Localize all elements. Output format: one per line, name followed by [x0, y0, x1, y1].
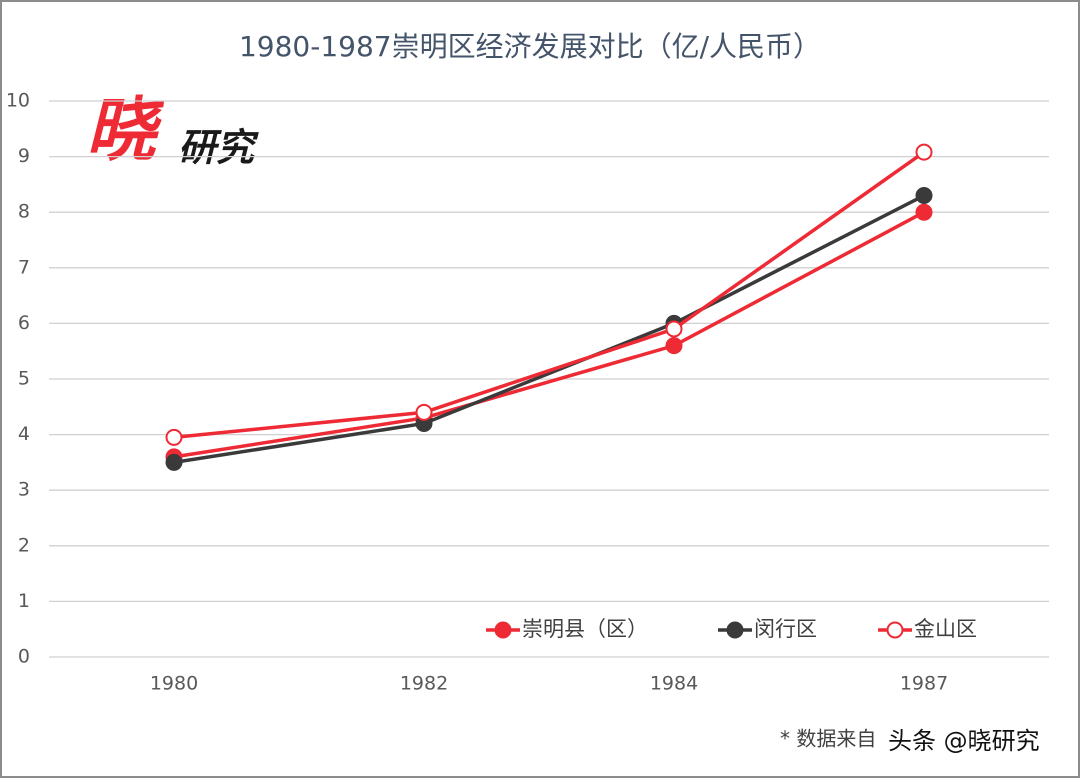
point: [665, 320, 683, 338]
source-note: * 数据来自: [780, 727, 876, 751]
legend-marker: [726, 621, 744, 639]
logo-small: 研究: [178, 126, 259, 170]
x-tick-label: 1982: [400, 673, 448, 695]
series-line: [173, 150, 926, 440]
y-tick-label: 9: [18, 145, 30, 167]
legend-marker: [886, 621, 904, 639]
y-tick-label: 5: [18, 368, 30, 390]
y-tick-label: 8: [18, 201, 30, 223]
y-tick-label: 3: [18, 479, 30, 501]
point: [915, 203, 933, 221]
y-tick-label: 7: [18, 256, 30, 278]
legend-label: 闵行区: [754, 617, 817, 641]
point: [165, 428, 183, 446]
y-tick-label: 4: [18, 423, 30, 445]
y-tick-label: 6: [18, 312, 30, 334]
watermark: 头条 @晓研究: [888, 727, 1040, 755]
point: [165, 453, 183, 471]
legend-label: 崇明县（区）: [522, 617, 648, 641]
y-tick-label: 1: [18, 590, 30, 612]
legend-label: 金山区: [914, 617, 977, 641]
x-tick-label: 1980: [150, 673, 198, 695]
point: [915, 187, 933, 205]
x-tick-label: 1984: [650, 673, 698, 695]
point: [665, 337, 683, 355]
series-line: [173, 193, 925, 465]
y-tick-label: 0: [18, 646, 30, 668]
point: [415, 403, 433, 421]
y-tick-label: 2: [18, 534, 30, 556]
chart-title: 1980-1987崇明区经济发展对比（亿/人民币）: [239, 30, 821, 63]
y-tick-label: 10: [6, 90, 30, 112]
point: [915, 143, 933, 161]
legend-marker: [494, 621, 512, 639]
logo-big: 晓: [86, 89, 165, 171]
x-tick-label: 1987: [900, 673, 948, 695]
series-line: [173, 210, 925, 459]
